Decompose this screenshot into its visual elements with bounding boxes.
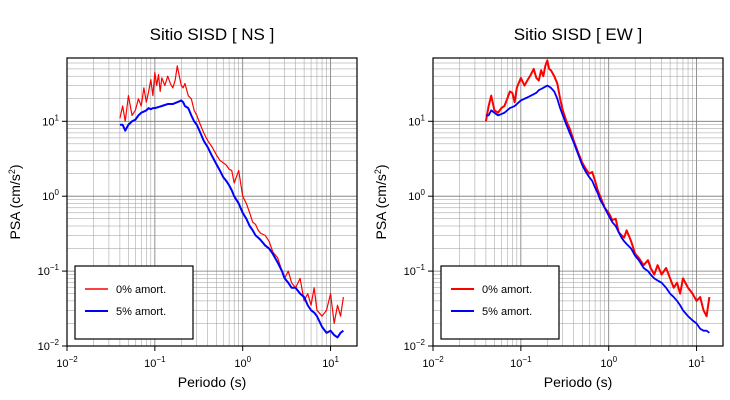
x-tick-labels: 10−2 10−1 100 101 [56,346,339,370]
x-axis-label: Periodo (s) [544,374,612,390]
y-tick-label: 100 [42,188,59,203]
y-axis-label-end: ) [373,164,389,169]
legend-box [74,265,194,340]
y-tick-labels: 10−2 10−1 100 101 [404,113,433,353]
x-tick-labels: 10−2 10−1 100 101 [422,346,705,370]
y-tick-labels: 10−2 10−1 100 101 [38,113,67,353]
x-tick-label: 101 [322,355,339,370]
legend-label-1: 5% amort. [116,306,166,318]
y-axis-label: PSA (cm/s2) [373,164,389,239]
legend-label-0: 0% amort. [482,284,532,296]
chart-panel-ew: Sitio SISD [ EW ] 10−2 10−1 100 101 10−210−… [373,25,724,390]
y-axis-label-sup: 2 [7,169,17,174]
legend-box [440,265,560,340]
x-tick-label: 101 [688,355,705,370]
series-line-1 [485,84,710,334]
plot-frame [432,57,724,347]
series-line-0 [484,59,711,318]
chart-title: Sitio SISD [ EW ] [514,25,642,44]
legend-label-0: 0% amort. [116,284,166,296]
plot-frame [66,57,358,347]
y-tick-label: 10−2 [404,338,426,353]
chart-title: Sitio SISD [ NS ] [150,25,275,44]
y-axis-label-main: PSA (cm/s [373,174,389,239]
x-tick-label: 100 [600,355,617,370]
series-layer [484,59,711,334]
x-tick-label: 10−1 [144,355,166,370]
x-tick-label: 10−2 [422,355,444,370]
y-tick-label: 100 [408,188,425,203]
series-line-0 [119,65,344,325]
y-axis-label: PSA (cm/s2) [7,164,23,239]
x-tick-label: 10−2 [56,355,78,370]
y-axis-label-sup: 2 [373,169,383,174]
y-tick-label: 10−2 [38,338,60,353]
legend-label-1: 5% amort. [482,306,532,318]
legend: 0% amort. 5% amort. [74,265,194,340]
series-layer [119,65,344,339]
x-tick-label: 100 [234,355,251,370]
legend: 0% amort. 5% amort. [440,265,560,340]
chart-panel-ns: Sitio SISD [ NS ] 10−2 10−1 100 101 10−210−… [7,25,358,390]
y-axis-label-end: ) [7,164,23,169]
y-tick-label: 10−1 [38,263,60,278]
y-tick-label: 101 [408,113,425,128]
y-tick-label: 101 [42,113,59,128]
y-axis-label-main: PSA (cm/s [7,174,23,239]
x-tick-label: 10−1 [510,355,532,370]
y-tick-label: 10−1 [404,263,426,278]
series-line-1 [119,99,344,339]
x-axis-label: Periodo (s) [178,374,246,390]
